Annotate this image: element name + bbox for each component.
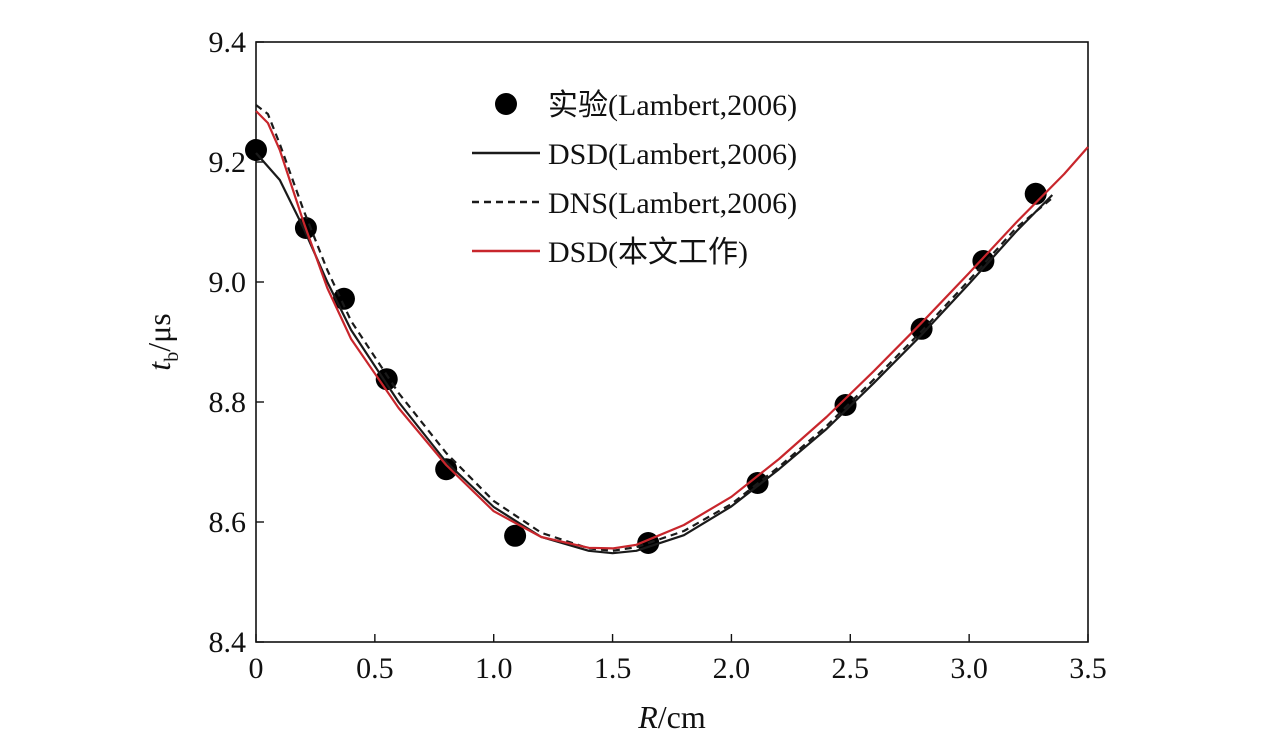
- data-point: [435, 458, 458, 481]
- legend-marker-point: [495, 93, 517, 115]
- y-tick-label: 9.2: [209, 146, 247, 179]
- y-tick-label: 8.8: [209, 386, 247, 419]
- data-point: [245, 139, 267, 161]
- y-tick-label: 8.6: [209, 506, 247, 539]
- x-tick-label: 0: [249, 652, 264, 685]
- series-dsd-this-work-line: [255, 110, 1089, 550]
- x-tick-label: 3.5: [1069, 652, 1107, 685]
- y-tick-label: 9.4: [209, 26, 247, 59]
- x-tick-label: 3.0: [950, 652, 988, 685]
- y-tick-label: 8.4: [209, 626, 247, 659]
- series-experiment-points: [245, 139, 1047, 554]
- x-axis-title: R/cm: [637, 699, 706, 735]
- data-point: [972, 250, 995, 272]
- data-point: [504, 524, 527, 547]
- series-dns-lambert-line: [255, 104, 1054, 552]
- y-tick-label: 9.0: [209, 266, 247, 299]
- legend-label: DSD(Lambert,2006): [548, 138, 797, 171]
- data-point: [834, 394, 857, 416]
- plot-area: [255, 41, 1089, 643]
- legend: 实验(Lambert,2006) DSD(Lambert,2006) DNS(Lam…: [472, 89, 797, 269]
- axis-titles: R/cm tb/μs: [141, 313, 706, 735]
- legend-label: DSD(本文工作): [548, 236, 748, 269]
- x-tick-label: 1.0: [475, 652, 513, 685]
- x-tick-label: 2.0: [713, 652, 751, 685]
- data-point: [910, 317, 933, 340]
- data-point: [1024, 182, 1047, 205]
- x-tick-label: 0.5: [356, 652, 394, 685]
- x-tick-label: 2.5: [832, 652, 870, 685]
- y-axis-title: tb/μs: [141, 313, 183, 370]
- plot-frame: [255, 41, 1089, 643]
- legend-label: DNS(Lambert,2006): [548, 187, 797, 220]
- x-tick-label: 1.5: [594, 652, 632, 685]
- series-layer: [245, 104, 1089, 555]
- series-dsd-lambert-line: [255, 152, 1054, 555]
- axis-ticks: 0 0.5 1.0 1.5 2.0 2.5 3.0 3.5 8.4 8.6 8.8 9.0 9.2 9.4: [209, 26, 1107, 685]
- legend-label: 实验(Lambert,2006): [548, 89, 797, 122]
